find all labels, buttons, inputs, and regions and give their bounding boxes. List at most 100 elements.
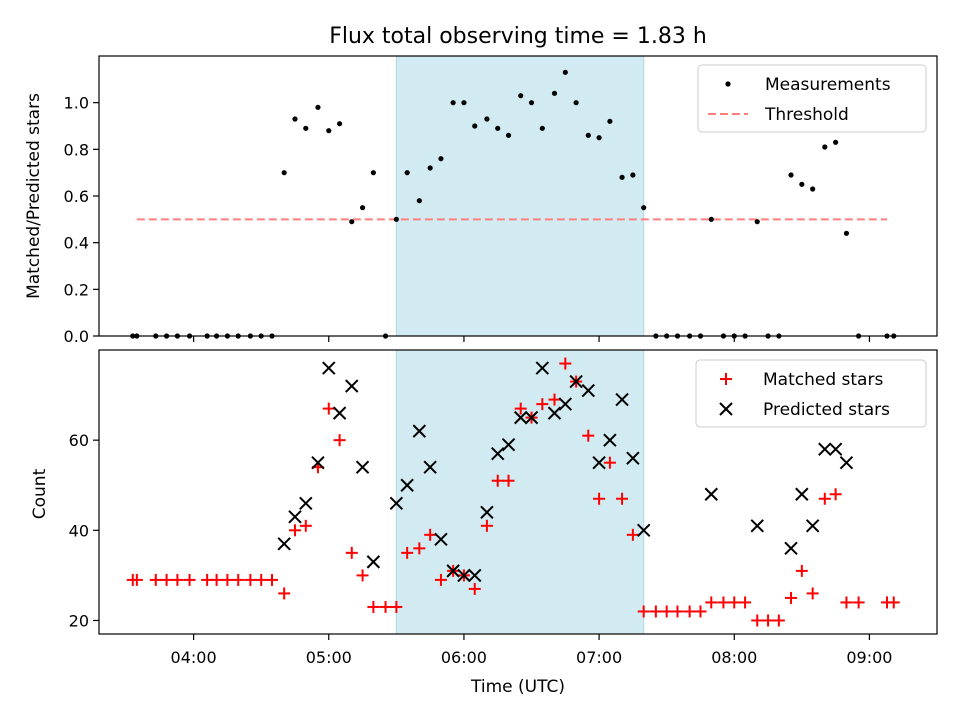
matched-point [660,605,673,618]
matched-point [244,573,257,586]
x-axis-label: Time (UTC) [470,677,565,697]
predicted-point [457,568,471,583]
matched-point [160,573,173,586]
measurement-point [370,170,376,176]
legend-measurements-marker [725,81,731,87]
matched-point [649,605,662,618]
measurement-point [630,172,636,178]
predicted-point [345,379,359,393]
measurement-point [822,144,828,150]
predicted-point [535,361,550,375]
predicted-point [558,397,573,411]
measurement-point [810,186,816,192]
matched-point [255,573,268,586]
chart-title: Flux total observing time = 1.83 h [329,24,707,49]
measurement-point [596,135,602,141]
legend-predicted-marker [719,402,733,416]
measurement-point [528,100,535,106]
predicted-point [818,442,832,456]
predicted-point [277,537,291,551]
matched-point [468,582,481,595]
predicted-point [299,496,313,510]
matched-point [785,591,798,604]
matched-point [762,614,775,627]
count-legend-box [695,359,927,428]
count-y-axis: 20 40 60 [69,431,99,630]
matched-point [390,600,403,613]
measurement-point [505,132,512,138]
matched-point [299,519,312,532]
predicted-point [805,519,820,533]
matched-point [149,573,162,586]
measurement-point [315,104,321,110]
measurement-point [281,170,287,176]
measurement-point [404,170,410,176]
predicted-point [468,568,482,583]
count-legend: Matched stars Predicted stars [695,359,927,428]
measurement-point [349,219,355,225]
measurement-points [130,69,897,339]
y-tick-label: 0.4 [64,234,89,253]
matched-point [887,596,900,609]
y-tick-label: 0.6 [64,187,89,206]
observing-window [395,55,645,337]
matched-point [616,492,629,505]
ratio-legend-box [697,64,927,133]
matched-point [536,398,549,411]
matched-point [728,596,741,609]
count-points [126,357,900,627]
observing-window-shade-bottom [395,349,645,635]
y-tick-label: 40 [69,521,89,540]
predicted-point [400,478,414,492]
measurement-point [788,172,794,178]
legend-matched-label: Matched stars [763,370,883,390]
y-tick-label: 0.2 [64,280,89,299]
matched-point [171,573,184,586]
predicted-point [547,406,562,420]
measurement-point [833,139,839,145]
matched-point [502,474,515,487]
predicted-point [626,451,640,465]
measurement-point [607,118,613,124]
matched-point [694,605,707,618]
matched-point [683,605,696,618]
predicted-point [322,361,336,375]
predicted-point [389,496,404,510]
ratio-x-axis-ticks [193,336,871,342]
matched-point [626,528,639,541]
measurement-point [619,174,625,180]
observing-window-shade [395,55,645,337]
predicted-point [501,437,516,452]
matched-point [717,596,730,609]
matched-point [491,474,504,487]
predicted-point [581,383,595,398]
measurement-point [450,100,456,106]
predicted-point [795,487,809,501]
legend-measurements-label: Measurements [765,75,891,95]
legend-predicted-label: Predicted stars [763,400,890,420]
matched-point [367,600,380,613]
predicted-point [332,406,347,420]
measurement-point [393,216,399,222]
matched-point [356,569,369,582]
ratio-panel: 0.0 0.2 0.4 0.6 0.8 1.0 Matched/Predicted sta… [24,55,938,346]
matched-point [548,393,561,406]
predicted-point [603,433,617,447]
x-tick-label: 05:00 [306,648,352,667]
matched-point [829,488,842,501]
measurement-point [539,125,545,131]
y-tick-label: 60 [69,431,89,450]
measurement-point [472,123,478,129]
matched-point [772,614,785,627]
predicted-point [524,410,539,425]
measurement-point [843,230,850,236]
measurement-point [438,156,444,162]
matched-point [751,614,764,627]
count-panel-frame [98,349,938,635]
predicted-point [480,505,494,519]
matched-point [379,600,392,613]
predicted-point [704,487,718,501]
matched-point [603,456,616,469]
predicted-point [784,541,798,556]
